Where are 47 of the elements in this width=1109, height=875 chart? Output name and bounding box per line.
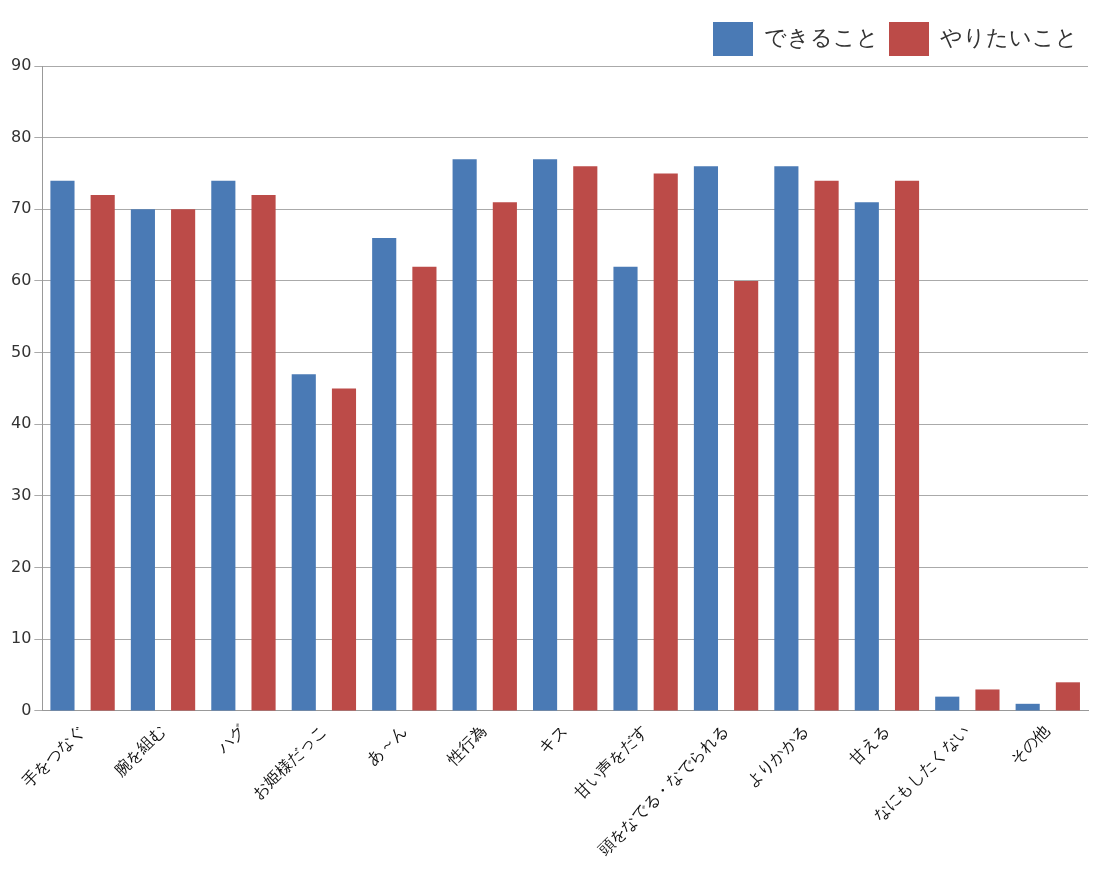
y-tick-label: 0 — [21, 700, 32, 720]
bar — [452, 159, 477, 711]
bar — [894, 180, 920, 711]
y-tick-label: 70 — [11, 198, 32, 218]
bar — [814, 180, 839, 711]
y-tick-label: 80 — [11, 126, 32, 146]
bar — [935, 696, 960, 711]
x-tick-label: お姫様だっこ — [248, 721, 330, 803]
bar — [492, 202, 517, 711]
y-tick-label: 40 — [11, 413, 32, 433]
x-tick-label: 腕を組む — [110, 721, 169, 780]
legend-label: やりたいこと — [940, 24, 1078, 50]
bar — [251, 195, 276, 711]
bar — [774, 166, 799, 711]
x-tick-label: 手をつなぐ — [18, 721, 89, 792]
x-tick-label: あ～ん — [362, 721, 411, 769]
y-tick-label: 50 — [11, 341, 32, 361]
y-tick-label: 90 — [11, 55, 32, 75]
bar — [291, 374, 316, 711]
bar — [1055, 682, 1080, 711]
y-tick-label: 10 — [11, 628, 32, 648]
y-tick-label: 20 — [11, 556, 32, 576]
x-tick-label: ハグ — [212, 720, 250, 758]
bar — [533, 159, 558, 711]
bar — [693, 166, 718, 711]
y-tick-label: 30 — [11, 485, 32, 505]
x-tick-label: 甘える — [845, 721, 893, 769]
bar — [613, 266, 638, 711]
x-tick-label: よりかかる — [742, 721, 813, 792]
x-tick-label: 性行為 — [442, 721, 491, 770]
bar — [50, 180, 75, 711]
bar — [573, 166, 598, 711]
bar — [412, 266, 437, 711]
bar — [90, 195, 115, 711]
x-tick-label: キス — [534, 721, 571, 758]
bar — [171, 209, 196, 711]
bar — [734, 280, 759, 711]
bar — [653, 173, 678, 711]
bar — [854, 202, 879, 711]
bar — [331, 388, 357, 711]
legend-label: できること — [764, 24, 879, 50]
x-tick-label: その他 — [1006, 721, 1054, 769]
bar — [975, 689, 1000, 711]
y-tick-label: 60 — [11, 270, 32, 290]
bar — [211, 180, 236, 711]
bar — [372, 237, 397, 711]
bar — [130, 209, 155, 711]
